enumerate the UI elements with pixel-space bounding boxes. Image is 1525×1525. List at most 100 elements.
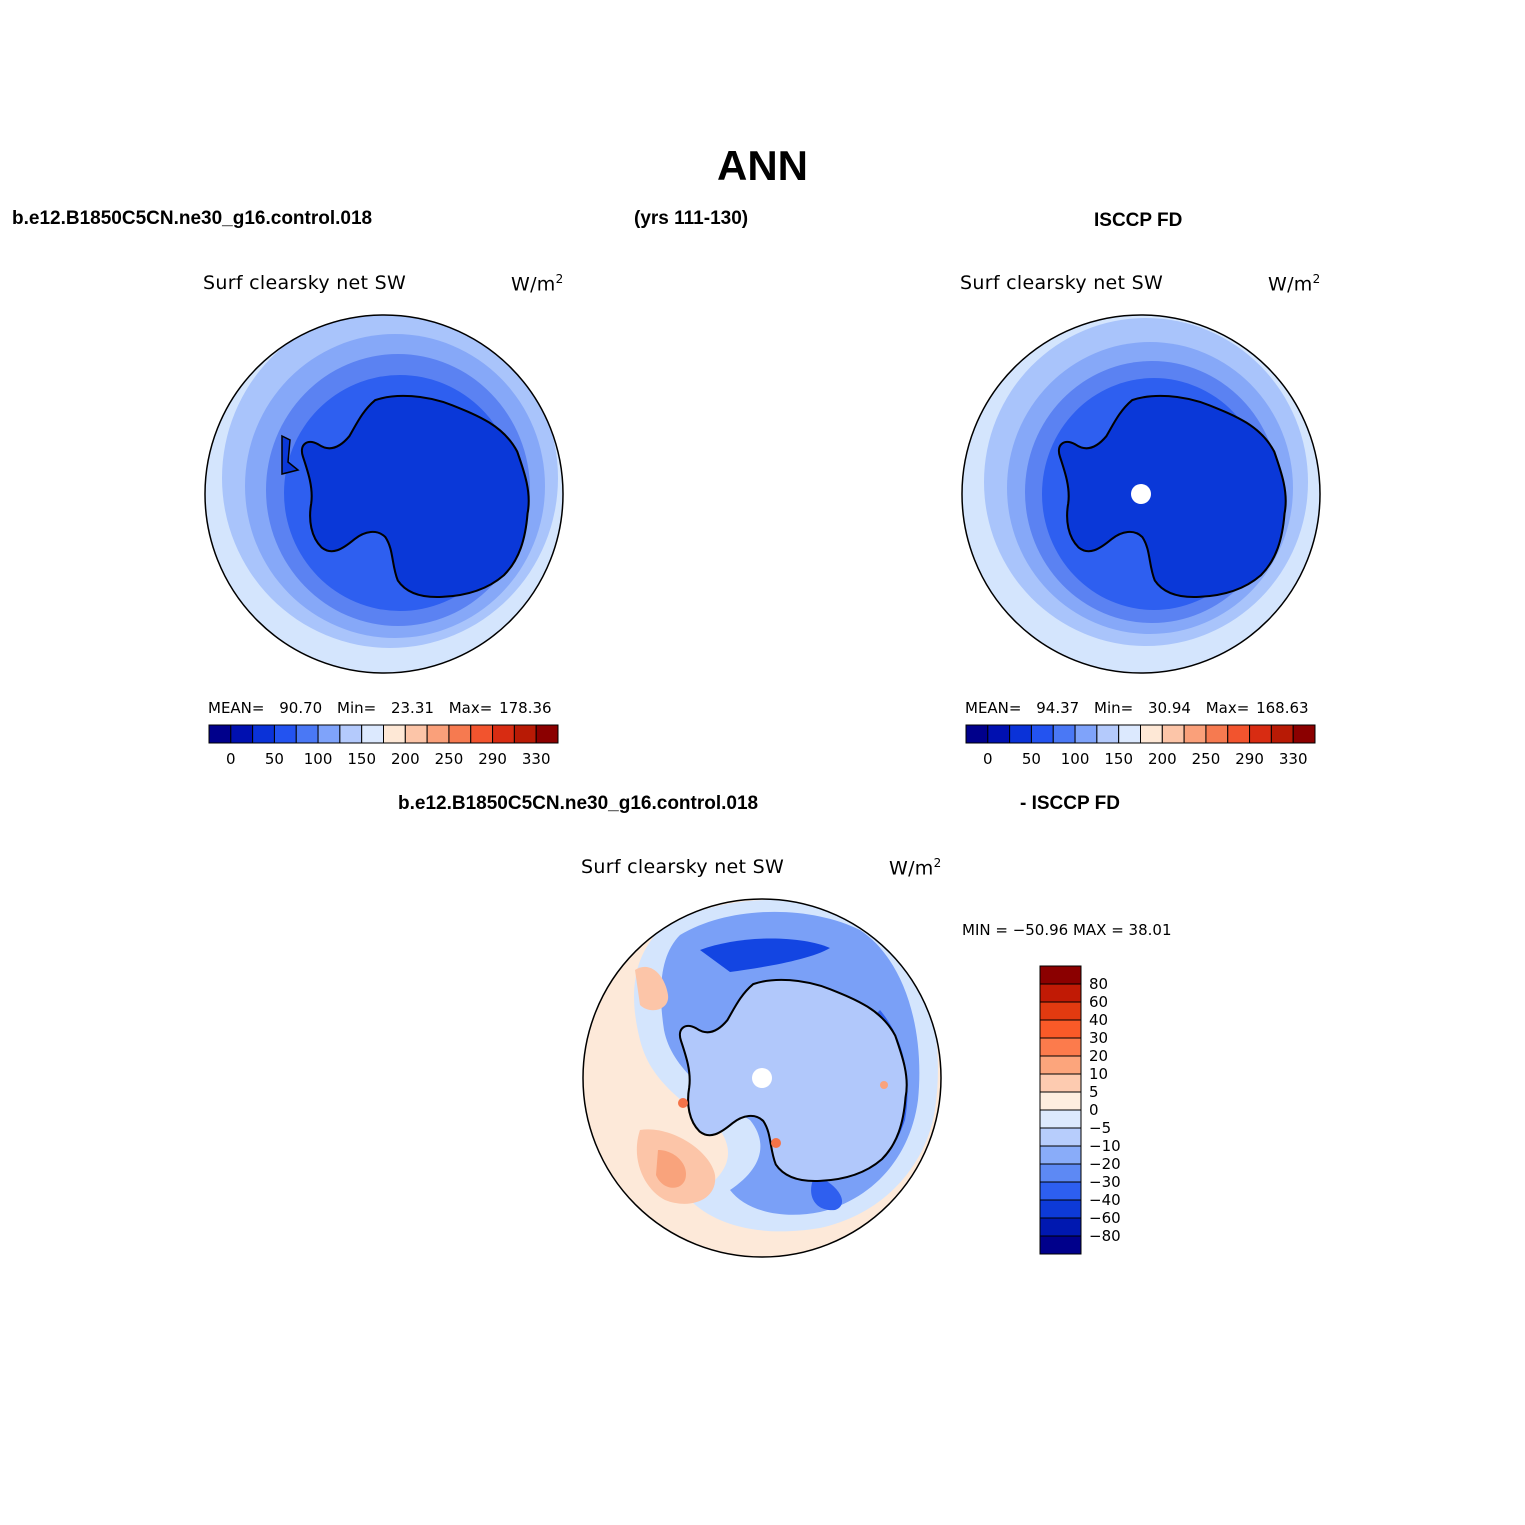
diff-colorbar-label-5: 10 <box>1089 1065 1108 1083</box>
model-max-label: Max= <box>448 699 493 717</box>
model-colorbar-label-7: 330 <box>522 750 551 768</box>
obs-units-sup: 2 <box>1312 272 1321 286</box>
obs-name: ISCCP FD <box>1094 210 1183 231</box>
model-colorbar: 0 50 100 150 200 250 290 330 <box>208 724 559 768</box>
model-colorbar-box-0 <box>208 724 232 744</box>
model-mean-label: MEAN= <box>208 699 265 717</box>
diff-colorbar-box-10 <box>1039 1145 1082 1165</box>
obs-min-value: 30.94 <box>1147 699 1191 717</box>
diff-positive-core <box>656 1150 686 1188</box>
obs-colorbar-box-1 <box>987 724 1011 744</box>
obs-colorbar: 0 50 100 150 200 250 290 330 <box>965 724 1316 768</box>
diff-colorbar-box-5 <box>1039 1055 1082 1075</box>
obs-colorbar-box-11 <box>1205 724 1229 744</box>
obs-colorbar-box-12 <box>1227 724 1251 744</box>
diff-colorbar-box-15 <box>1039 1235 1082 1255</box>
model-colorbar-box-5 <box>317 724 341 744</box>
obs-colorbar-box-2 <box>1009 724 1032 744</box>
obs-colorbar-label-5: 250 <box>1192 750 1221 768</box>
obs-colorbar-label-6: 290 <box>1235 750 1264 768</box>
model-mean-value: 90.70 <box>279 699 323 717</box>
obs-colorbar-box-14 <box>1270 724 1294 744</box>
model-min-label: Min= <box>337 699 377 717</box>
model-colorbar-box-3 <box>273 724 297 744</box>
obs-variable-title: Surf clearsky net SW <box>960 272 1164 294</box>
diff-map <box>583 899 941 1257</box>
diff-colorbar-label-10: −20 <box>1089 1155 1121 1173</box>
model-colorbar-box-14 <box>513 724 537 744</box>
model-map-border <box>204 314 564 674</box>
diff-positive-peninsula <box>635 966 669 1011</box>
diff-positive-spot-south <box>771 1138 781 1148</box>
obs-colorbar-box-0 <box>965 724 989 744</box>
obs-colorbar-box-15 <box>1292 724 1316 744</box>
obs-max-label: Max= <box>1205 699 1250 717</box>
model-min-value: 23.31 <box>390 699 434 717</box>
diff-map-border <box>582 898 942 1258</box>
obs-mean-value: 94.37 <box>1036 699 1080 717</box>
obs-mean-label: MEAN= <box>965 699 1022 717</box>
model-colorbar-box-2 <box>252 724 275 744</box>
diff-colorbar-box-1 <box>1039 983 1082 1003</box>
model-colorbar-box-8 <box>383 724 406 744</box>
model-max-value: 178.36 <box>499 699 552 717</box>
obs-colorbar-box-4 <box>1052 724 1076 744</box>
model-colorbar-label-6: 290 <box>478 750 507 768</box>
obs-stats: MEAN= 94.37 Min= 30.94 Max= 168.63 <box>965 699 1309 717</box>
obs-map <box>962 315 1320 673</box>
diff-colorbar-box-9 <box>1039 1127 1082 1147</box>
diff-colorbar-box-8 <box>1039 1109 1082 1129</box>
obs-colorbar-box-7 <box>1118 724 1141 744</box>
obs-colorbar-label-4: 200 <box>1148 750 1177 768</box>
model-colorbar-box-10 <box>426 724 450 744</box>
years-label: (yrs 111-130) <box>634 208 749 229</box>
obs-units: W/m2 <box>1268 272 1321 295</box>
diff-colorbar-box-14 <box>1039 1217 1082 1237</box>
model-colorbar-label-5: 250 <box>435 750 464 768</box>
obs-colorbar-box-5 <box>1074 724 1098 744</box>
model-colorbar-label-4: 200 <box>391 750 420 768</box>
model-colorbar-box-6 <box>339 724 363 744</box>
model-units-sup: 2 <box>555 272 564 286</box>
diff-positive-spot-east <box>880 1081 888 1089</box>
obs-colorbar-box-9 <box>1161 724 1185 744</box>
diff-colorbar-box-11 <box>1039 1163 1082 1183</box>
diff-units-sup: 2 <box>933 856 942 870</box>
diff-colorbar-label-6: 5 <box>1089 1083 1099 1101</box>
diff-units: W/m2 <box>889 856 942 879</box>
diff-positive-spot-west <box>678 1098 688 1108</box>
diff-colorbar-label-9: −10 <box>1089 1137 1121 1155</box>
model-colorbar-box-4 <box>295 724 319 744</box>
model-colorbar-box-15 <box>535 724 559 744</box>
model-units-text: W/m <box>511 273 556 296</box>
model-units: W/m2 <box>511 272 564 295</box>
diff-colorbar-label-11: −30 <box>1089 1173 1121 1191</box>
diff-colorbar-box-3 <box>1039 1019 1082 1039</box>
diff-colorbar-box-12 <box>1039 1181 1082 1201</box>
model-colorbar-label-1: 50 <box>265 750 284 768</box>
model-colorbar-label-3: 150 <box>347 750 376 768</box>
diff-obs-name: - ISCCP FD <box>1020 793 1120 814</box>
obs-colorbar-box-13 <box>1249 724 1272 744</box>
diff-colorbar-label-0: 80 <box>1089 975 1108 993</box>
obs-colorbar-box-6 <box>1096 724 1120 744</box>
figure-title: ANN <box>717 142 808 189</box>
model-colorbar-box-1 <box>230 724 254 744</box>
obs-colorbar-box-8 <box>1140 724 1163 744</box>
obs-colorbar-label-3: 150 <box>1104 750 1133 768</box>
model-variable-title: Surf clearsky net SW <box>203 272 407 294</box>
diff-colorbar-box-7 <box>1039 1091 1082 1111</box>
diff-units-text: W/m <box>889 857 934 880</box>
obs-units-text: W/m <box>1268 273 1313 296</box>
obs-max-value: 168.63 <box>1256 699 1309 717</box>
obs-colorbar-box-10 <box>1183 724 1207 744</box>
diff-colorbar-label-7: 0 <box>1089 1101 1099 1119</box>
case-name: b.e12.B1850C5CN.ne30_g16.control.018 <box>12 208 373 229</box>
diff-colorbar-box-2 <box>1039 1001 1082 1021</box>
model-peninsula <box>281 434 300 475</box>
model-colorbar-box-7 <box>361 724 384 744</box>
model-stats: MEAN= 90.70 Min= 23.31 Max= 178.36 <box>208 699 552 717</box>
diff-colorbar-label-13: −60 <box>1089 1209 1121 1227</box>
